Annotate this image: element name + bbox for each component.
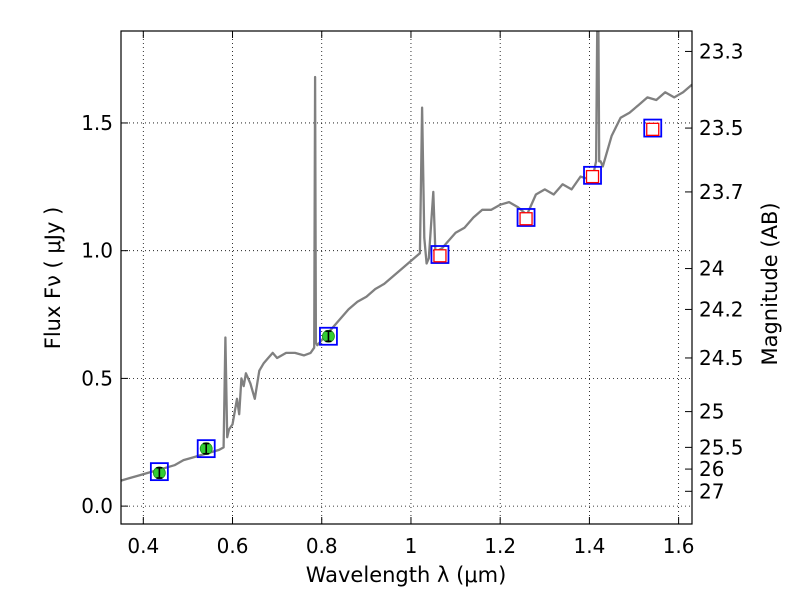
x-tick-label: 1.2: [484, 534, 516, 558]
mag-tick-label: 27: [699, 479, 724, 503]
spectrum-line: [121, 31, 692, 482]
y-tick-label: 1.5: [81, 111, 113, 135]
x-tick-label: 1.6: [663, 534, 695, 558]
series-layer: [121, 31, 692, 482]
synthetic-point: [646, 122, 660, 136]
mag-tick-label: 24.5: [699, 346, 744, 370]
model-box: [149, 462, 169, 482]
mag-tick-label: 23.3: [699, 39, 744, 63]
x-axis-label: Wavelength λ (μm): [306, 563, 507, 587]
y-tick-label: 1.0: [81, 239, 113, 263]
mag-tick-label: 24.2: [699, 297, 744, 321]
mag-tick-label: 24: [699, 257, 724, 281]
markers-layer: [149, 118, 663, 482]
mag-tick-label: 23.5: [699, 116, 744, 140]
mag-tick-label: 25.5: [699, 435, 744, 459]
synthetic-point: [433, 249, 447, 263]
mag-tick-label: 26: [699, 457, 724, 481]
synthetic-point: [519, 212, 533, 226]
model-box: [516, 208, 536, 227]
y-tick-label: 0.0: [81, 494, 113, 518]
model-box: [430, 245, 450, 264]
model-box: [319, 326, 338, 346]
x-axis: 0.4 0.6 0.8 1 1.2 1.4 1.6: [127, 31, 695, 558]
mag-tick-label: 25: [699, 400, 724, 424]
mag-tick-label: 23.7: [699, 180, 744, 204]
plot-frame: [120, 30, 693, 525]
x-tick-label: 0.4: [127, 534, 159, 558]
x-tick-label: 0.6: [217, 534, 249, 558]
synthetic-point: [585, 169, 600, 184]
magnitude-axis-label: Magnitude (AB): [758, 202, 782, 365]
y-axis: 0.0 0.5 1.0 1.5: [81, 111, 128, 518]
x-tick-label: 1.4: [573, 534, 605, 558]
y-tick-label: 0.5: [81, 366, 113, 390]
x-tick-label: 1: [405, 534, 418, 558]
model-box: [643, 118, 663, 138]
model-box: [583, 165, 602, 185]
y-axis-label: Flux Fν ( μJy ): [41, 207, 65, 350]
model-box: [196, 439, 216, 459]
x-tick-label: 0.8: [306, 534, 338, 558]
